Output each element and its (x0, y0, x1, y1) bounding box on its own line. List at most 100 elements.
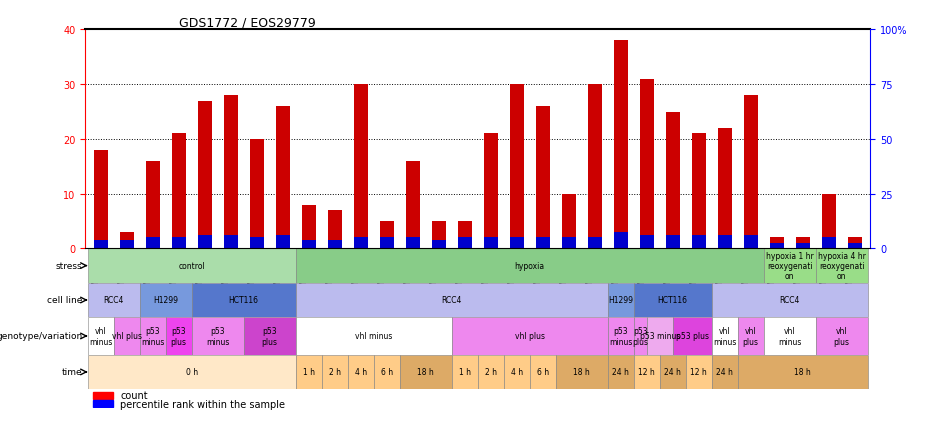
Bar (535, 238, 550, 249)
Text: p53 minus: p53 minus (639, 332, 680, 341)
Bar (614, 233, 628, 249)
Text: p53
minus: p53 minus (141, 326, 165, 346)
FancyBboxPatch shape (763, 317, 815, 355)
Bar (198, 235, 212, 249)
Bar (692, 134, 706, 249)
Text: vhl
plus: vhl plus (743, 326, 759, 346)
FancyBboxPatch shape (815, 249, 867, 283)
Bar (458, 238, 472, 249)
Bar (171, 134, 185, 249)
FancyBboxPatch shape (296, 249, 763, 283)
FancyBboxPatch shape (296, 283, 607, 317)
Bar (562, 238, 576, 249)
Bar (848, 238, 862, 249)
Bar (718, 128, 732, 249)
FancyBboxPatch shape (634, 317, 647, 355)
FancyBboxPatch shape (88, 355, 296, 389)
FancyBboxPatch shape (711, 355, 738, 389)
Bar (250, 238, 264, 249)
Bar (483, 134, 498, 249)
Text: GDS1772 / EOS29779: GDS1772 / EOS29779 (180, 16, 316, 29)
Bar (431, 240, 446, 249)
Bar (223, 235, 237, 249)
Text: 18 h: 18 h (417, 368, 434, 377)
Text: 0 h: 0 h (185, 368, 198, 377)
Bar (458, 221, 472, 249)
Text: 24 h: 24 h (664, 368, 681, 377)
Bar (770, 243, 784, 249)
FancyBboxPatch shape (166, 317, 192, 355)
Bar (171, 238, 185, 249)
Text: HCT116: HCT116 (229, 296, 259, 305)
Bar (93, 392, 113, 398)
Text: vhl plus: vhl plus (515, 332, 545, 341)
FancyBboxPatch shape (711, 283, 867, 317)
Text: 12 h: 12 h (691, 368, 707, 377)
Bar (587, 238, 602, 249)
Text: p53
plus: p53 plus (262, 326, 278, 346)
Bar (119, 233, 134, 249)
Text: p53
plus: p53 plus (170, 326, 186, 346)
FancyBboxPatch shape (634, 355, 659, 389)
Text: 2 h: 2 h (484, 368, 497, 377)
Bar (848, 243, 862, 249)
Bar (146, 238, 160, 249)
Text: hypoxia 4 hr
reoxygenati
on: hypoxia 4 hr reoxygenati on (817, 251, 866, 281)
FancyBboxPatch shape (659, 355, 686, 389)
Bar (94, 240, 108, 249)
Bar (718, 235, 732, 249)
Bar (223, 96, 237, 249)
Text: 18 h: 18 h (573, 368, 590, 377)
FancyBboxPatch shape (192, 283, 296, 317)
Bar (744, 96, 758, 249)
Bar (302, 240, 316, 249)
Text: RCC4: RCC4 (442, 296, 462, 305)
FancyBboxPatch shape (503, 355, 530, 389)
Text: RCC4: RCC4 (780, 296, 800, 305)
FancyBboxPatch shape (478, 355, 503, 389)
Text: H1299: H1299 (608, 296, 633, 305)
Bar (535, 107, 550, 249)
FancyBboxPatch shape (400, 355, 452, 389)
Text: cell line: cell line (47, 296, 82, 305)
FancyBboxPatch shape (244, 317, 296, 355)
Text: 4 h: 4 h (355, 368, 367, 377)
Text: vhl
minus: vhl minus (89, 326, 113, 346)
FancyBboxPatch shape (607, 283, 634, 317)
Text: vhl
minus: vhl minus (713, 326, 736, 346)
Text: 6 h: 6 h (536, 368, 549, 377)
FancyBboxPatch shape (634, 283, 711, 317)
Bar (431, 221, 446, 249)
Text: p53 plus: p53 plus (675, 332, 709, 341)
Bar (666, 112, 680, 249)
FancyBboxPatch shape (114, 317, 140, 355)
FancyBboxPatch shape (815, 317, 867, 355)
FancyBboxPatch shape (530, 355, 555, 389)
Text: 2 h: 2 h (328, 368, 341, 377)
FancyBboxPatch shape (88, 249, 296, 283)
Text: vhl minus: vhl minus (355, 332, 393, 341)
Bar (821, 238, 836, 249)
Text: 24 h: 24 h (612, 368, 629, 377)
Text: stress: stress (56, 262, 82, 270)
Text: hypoxia 1 hr
reoxygenati
on: hypoxia 1 hr reoxygenati on (766, 251, 814, 281)
Text: time: time (61, 368, 82, 377)
Text: 18 h: 18 h (795, 368, 811, 377)
Bar (639, 79, 654, 249)
FancyBboxPatch shape (607, 317, 634, 355)
Bar (275, 107, 289, 249)
FancyBboxPatch shape (88, 317, 114, 355)
Bar (250, 140, 264, 249)
Bar (510, 85, 524, 249)
FancyBboxPatch shape (348, 355, 374, 389)
Bar (198, 102, 212, 249)
Bar (639, 235, 654, 249)
Text: count: count (120, 390, 149, 400)
Text: vhl plus: vhl plus (112, 332, 142, 341)
Text: RCC4: RCC4 (103, 296, 124, 305)
FancyBboxPatch shape (374, 355, 400, 389)
Bar (744, 235, 758, 249)
Bar (406, 238, 420, 249)
Bar (587, 85, 602, 249)
Text: 4 h: 4 h (511, 368, 523, 377)
